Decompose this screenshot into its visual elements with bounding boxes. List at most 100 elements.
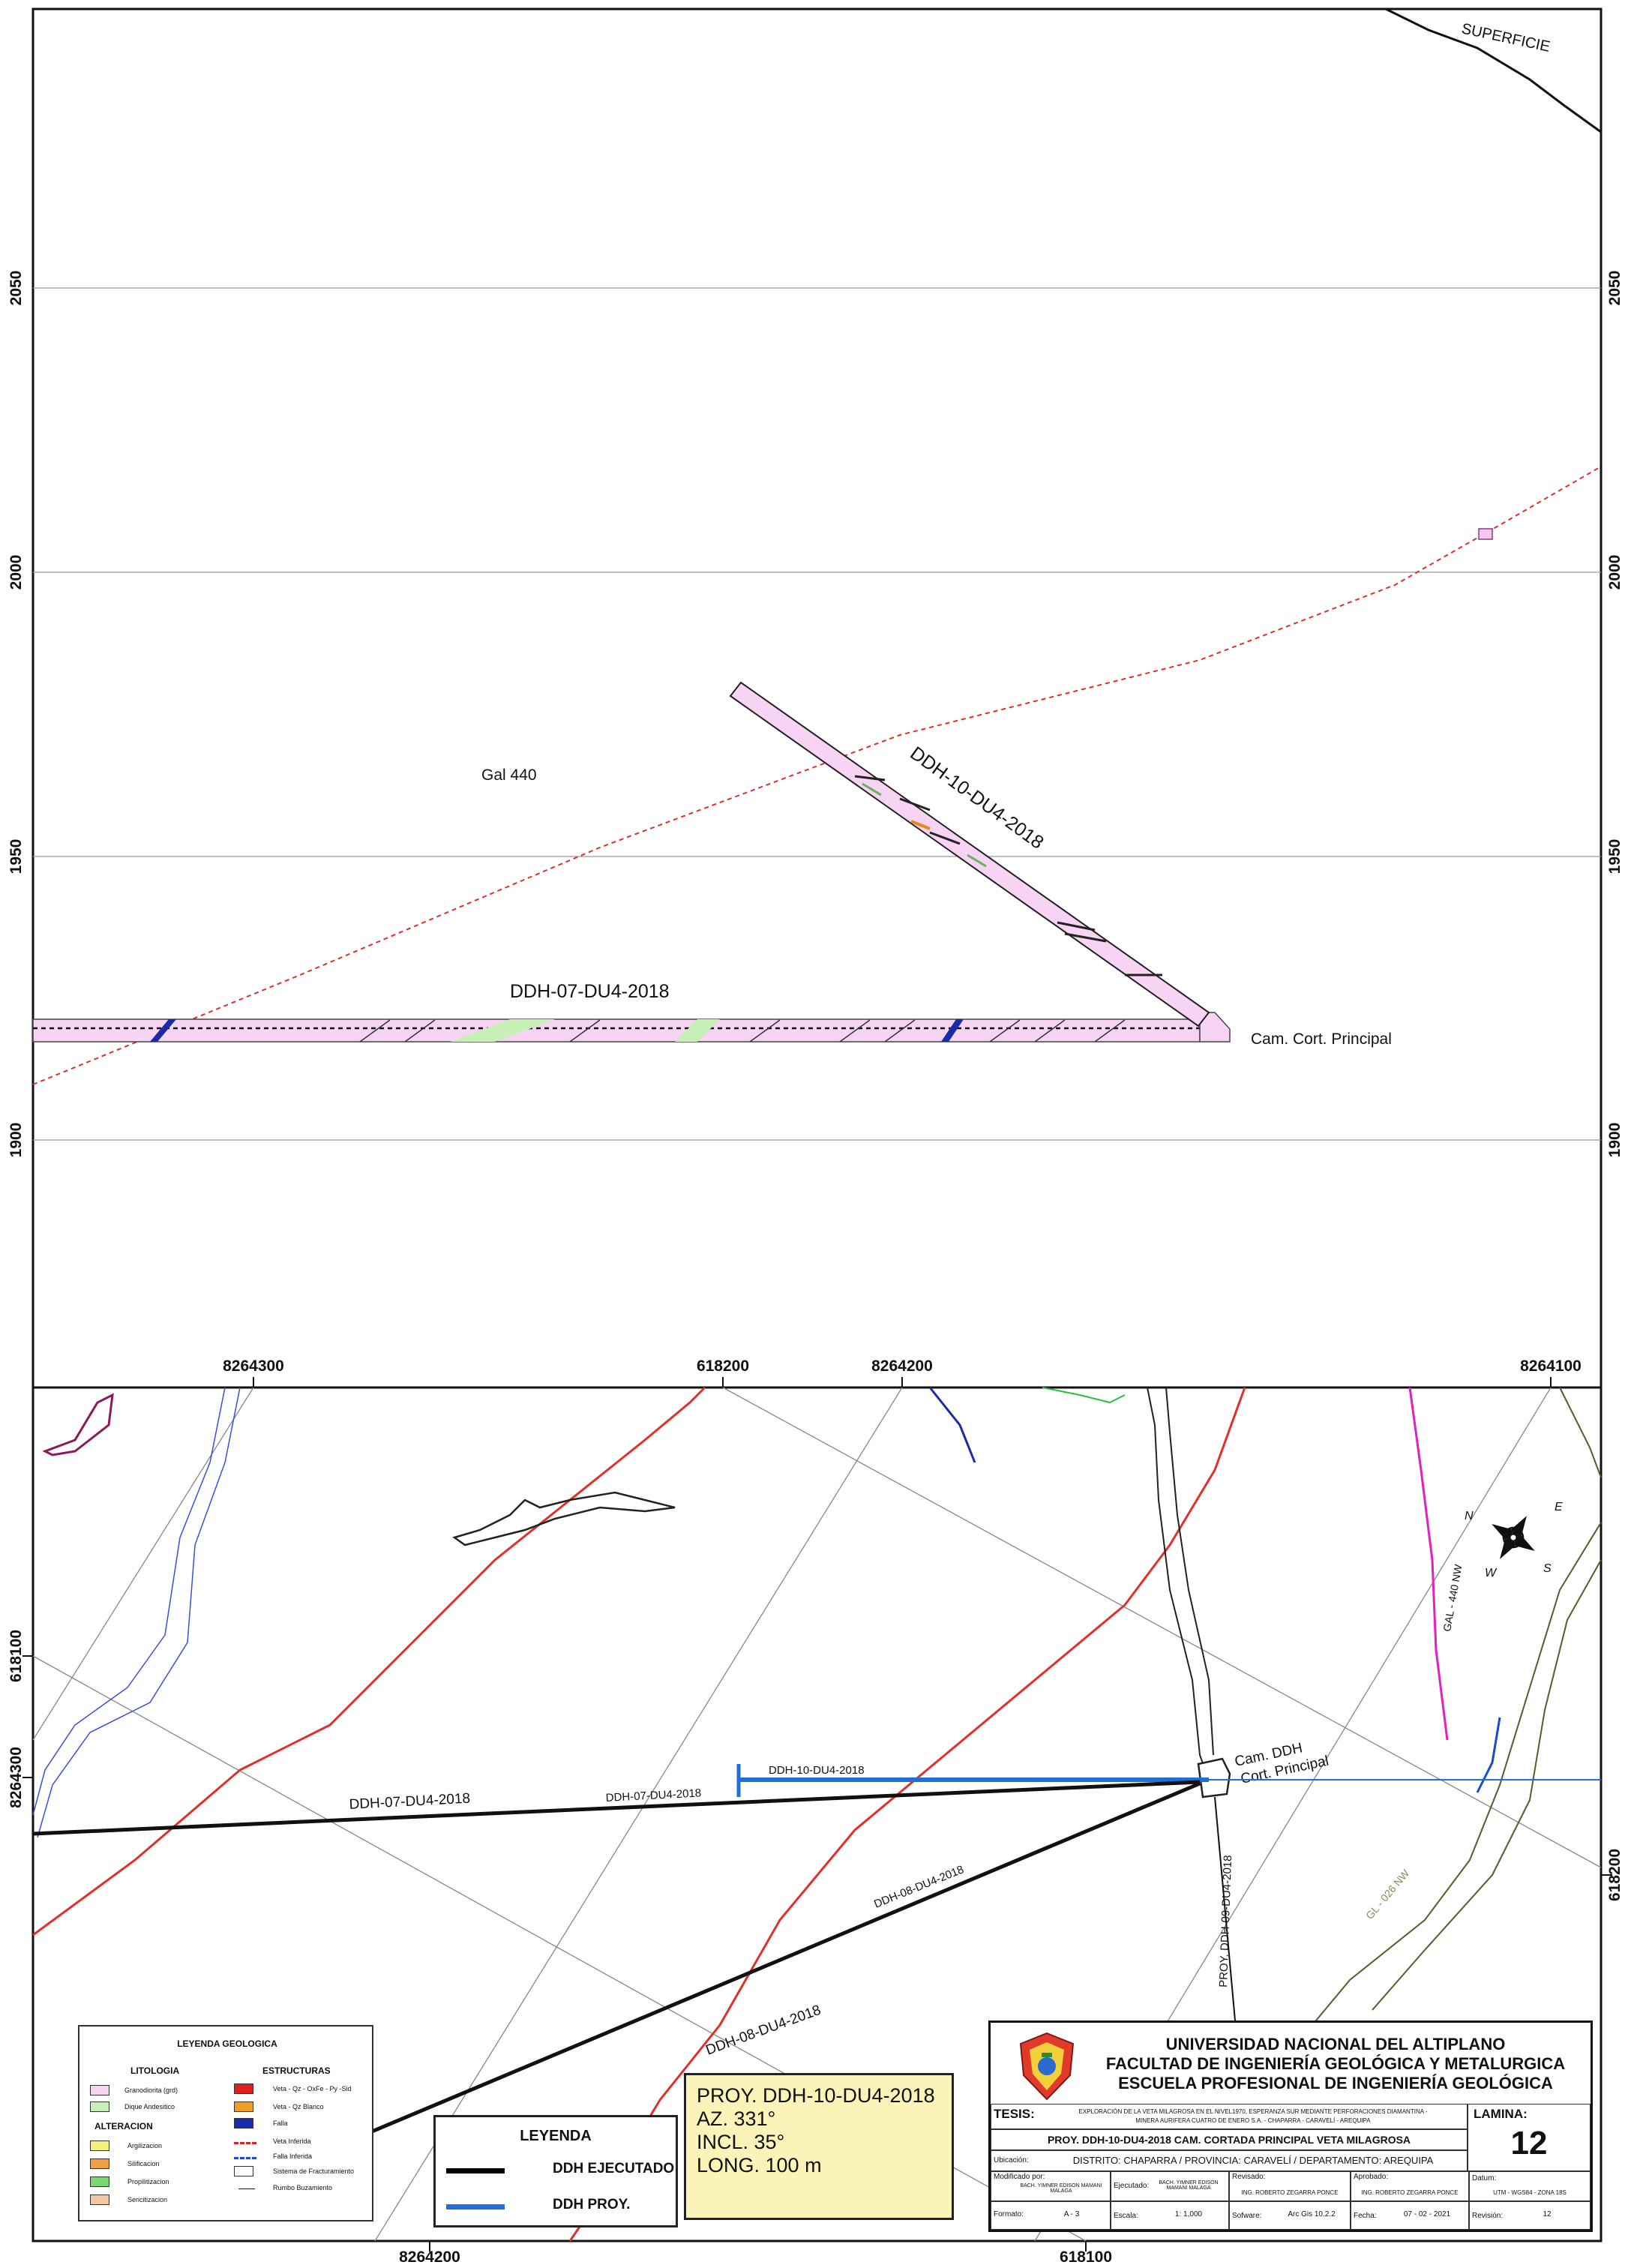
aprobado-cell <box>1351 2171 1469 2201</box>
elev-tick-right: 1950 <box>1606 839 1624 874</box>
modificado-label: Modificado por: <box>994 2173 1045 2181</box>
rumbo-line <box>238 2188 255 2189</box>
fecha-value: 07 - 02 - 2021 <box>1403 2210 1451 2218</box>
compass-w: W <box>1485 1567 1498 1580</box>
propilitizacion-swatch <box>90 2176 109 2187</box>
escala-label: Escala: <box>1114 2212 1138 2220</box>
geo-legend-title: LEYENDA GEOLOGICA <box>177 2038 277 2049</box>
propilitizacion-label: Propilitizacion <box>127 2178 169 2186</box>
gallery-label: Gal 440 <box>481 766 537 784</box>
proj-info-line-1: PROY. DDH-10-DU4-2018 <box>697 2084 935 2107</box>
ddh10-label-plan: DDH-10-DU4-2018 <box>769 1764 865 1777</box>
legend-row-projected: DDH PROY. <box>446 2195 671 2218</box>
proj-info-line-2: AZ. 331° <box>697 2108 776 2130</box>
revision-label: Revisión: <box>1472 2212 1504 2220</box>
datum-cell <box>1469 2171 1591 2201</box>
projected-label: DDH PROY. <box>553 2197 631 2212</box>
dique-label: Dique Andesitico <box>124 2103 175 2110</box>
granodiorita-label: Granodiorita (grd) <box>124 2086 178 2094</box>
pink-marker <box>1478 528 1493 540</box>
ddh07-label-plan-b: DDH-07-DU4-2018 <box>605 1786 701 1804</box>
elev-tick-left: 2050 <box>7 271 25 306</box>
silificacion-swatch <box>90 2158 109 2169</box>
elev-tick-left: 1900 <box>7 1123 25 1158</box>
chamber-outline <box>1197 1757 1231 1798</box>
compass-e: E <box>1555 1501 1563 1514</box>
sericitizacion-label: Sericitizacion <box>127 2196 168 2204</box>
ddh07-label-section: DDH-07-DU4-2018 <box>510 981 670 1002</box>
faculty-name: FACULTAD DE INGENIERÍA GEOLÓGICA Y METAL… <box>1105 2054 1566 2073</box>
ddh07-exec-line <box>32 1780 1201 1836</box>
executed-label: DDH EJECUTADO <box>553 2161 675 2176</box>
legend-title: LEYENDA <box>520 2128 592 2144</box>
plan-top-tick: 618200 <box>697 1358 749 1375</box>
modificado-cell <box>991 2171 1111 2201</box>
plan-top-tick: 8264300 <box>223 1358 284 1375</box>
plan-top-tick: 8264100 <box>1520 1358 1582 1375</box>
veta-qz-label: Veta - Qz - OxFe - Py -Sid <box>273 2085 352 2092</box>
fecha-cell <box>1351 2201 1469 2230</box>
tesis-text-2: MINERA AURIFERA CUATRO DE ENERO S.A. - C… <box>1135 2117 1371 2124</box>
elev-tick-right: 2050 <box>1606 271 1624 306</box>
ubicacion-value: DISTRITO: CHAPARRA / PROVINCIA: CARAVELÍ… <box>1072 2155 1434 2166</box>
sistema-label: Sistema de Fracturamiento <box>273 2168 355 2175</box>
veta-blanco-label: Veta - Qz Blanco <box>273 2103 324 2110</box>
ddh10-core-section <box>729 681 1210 1028</box>
elev-tick-right: 2000 <box>1606 555 1624 590</box>
sericitizacion-swatch <box>90 2194 109 2205</box>
estructuras-heading: ESTRUCTURAS <box>262 2066 331 2076</box>
silificacion-label: Silificacion <box>127 2160 160 2168</box>
ejecutado-value: BACH. YIMNER EDISON MAMANI MALAGA <box>1159 2180 1219 2191</box>
project-title-row <box>991 2129 1468 2150</box>
veta-inferida-label: Veta Inferida <box>273 2138 311 2145</box>
revisado-label: Revisado: <box>1232 2173 1266 2181</box>
software-cell <box>1229 2201 1351 2230</box>
vein-red-1 <box>32 1386 706 1936</box>
elev-tick-left: 1950 <box>7 839 25 874</box>
plan-right-tick: 618200 <box>1606 1849 1624 1901</box>
geological-legend: LEYENDA GEOLOGICA LITOLOGIA ESTRUCTURAS … <box>78 2025 373 2222</box>
fecha-label: Fecha: <box>1354 2212 1377 2220</box>
plan-bottom-tick: 8264200 <box>399 2248 460 2266</box>
compass-icon <box>1492 1516 1535 1559</box>
aprobado-label: Aprobado: <box>1354 2173 1389 2181</box>
proj-info-line-4: LONG. 100 m <box>697 2154 822 2176</box>
falla-label: Falla <box>273 2120 288 2127</box>
ejecutado-cell <box>1111 2171 1229 2201</box>
elev-tick-left: 2000 <box>7 555 25 590</box>
ddh08-exec-line <box>371 1781 1201 2134</box>
plan-top-tick: 8264200 <box>871 1358 933 1375</box>
ddh07-core-section <box>32 1012 1231 1042</box>
proj-info-line-3: INCL. 35° <box>697 2131 785 2153</box>
ddh09-proj-line <box>1214 1796 1237 2030</box>
project-title: PROY. DDH-10-DU4-2018 CAM. CORTADA PRINC… <box>1047 2134 1411 2146</box>
formato-value: A - 3 <box>1063 2210 1080 2218</box>
ddh-legend: LEYENDA DDH EJECUTADO DDH PROY. <box>433 2115 678 2228</box>
ddh09-label-plan: PROY. DDH-09-DU4-2018 <box>1217 1855 1234 1988</box>
university-crest-icon <box>1019 2032 1075 2101</box>
compass-s: S <box>1543 1562 1552 1575</box>
projected-line-swatch <box>446 2204 505 2210</box>
lamina-label: LAMINA: <box>1474 2107 1528 2121</box>
plan-bottom-tick: 618100 <box>1060 2248 1112 2266</box>
school-name: ESCUELA PROFESIONAL DE INGENIERÍA GEOLÓG… <box>1118 2074 1553 2092</box>
rumbo-label: Rumbo Buzamiento <box>273 2184 333 2192</box>
plan-left-tick: 618100 <box>7 1630 25 1682</box>
surface-line <box>1385 8 1602 134</box>
projection-info-box: PROY. DDH-10-DU4-2018 AZ. 331° INCL. 35°… <box>684 2073 954 2220</box>
lamina-cell <box>1468 2104 1591 2171</box>
software-label: Sofware: <box>1232 2212 1262 2220</box>
revisado-cell <box>1229 2171 1351 2201</box>
revisado-value: ING. ROBERTO ZEGARRA PONCE <box>1241 2189 1339 2196</box>
formato-cell <box>991 2201 1111 2230</box>
section-frame <box>31 8 1603 1389</box>
executed-line-swatch <box>446 2168 505 2174</box>
argilizacion-label: Argilizacion <box>127 2142 163 2150</box>
veta-qz-swatch <box>234 2084 253 2094</box>
revision-value: 12 <box>1543 2210 1552 2218</box>
tesis-label: TESIS: <box>994 2107 1035 2121</box>
alteracion-heading: ALTERACION <box>94 2121 153 2132</box>
section-view: 2050 2000 1950 1900 2050 2000 1950 1900 … <box>7 8 1624 1389</box>
lamina-number: 12 <box>1510 2125 1548 2162</box>
legend-row-executed: DDH EJECUTADO <box>446 2159 675 2182</box>
